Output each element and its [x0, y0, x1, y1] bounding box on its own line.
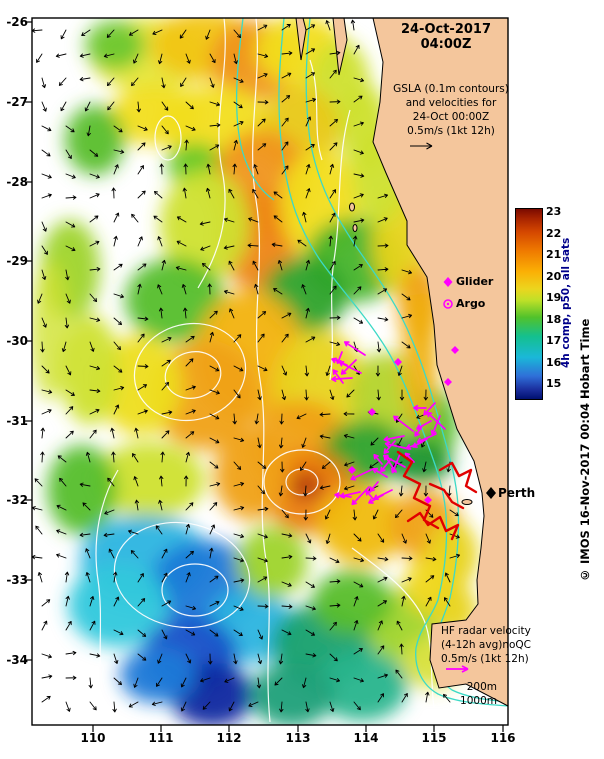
lon-tick-label: 110: [80, 731, 106, 745]
gsla-annotation-line: 24-Oct 00:00Z: [412, 111, 490, 123]
perth-marker-icon: [486, 487, 496, 499]
lat-tick-label: -28: [6, 175, 28, 189]
colorbar-tick-label: 21: [546, 248, 562, 261]
legend-markers: [443, 277, 453, 309]
depth-200m-label: 200m: [466, 681, 497, 693]
colorbar-tick-label: 19: [546, 291, 562, 304]
colorbar-tick-label: 15: [546, 377, 562, 390]
lat-tick-label: -34: [6, 653, 28, 667]
lon-tick-label: 112: [216, 731, 242, 745]
gsla-annotation-line: GSLA (0.1m contours): [393, 83, 509, 95]
argo-marker-icon: [443, 299, 453, 309]
colorbar-axis-label: 4h comp, p50, all sats: [560, 237, 572, 369]
gsla-annotation-line: 0.5m/s (1kt 12h): [407, 125, 495, 137]
depth-1000m-label: 1000m: [460, 695, 497, 707]
lon-tick-label: 113: [285, 731, 311, 745]
colorbar-tick-label: 16: [546, 356, 562, 369]
legend-argo-label: Argo: [456, 297, 486, 310]
glider-tracks: [396, 450, 478, 541]
peron-peninsula: [332, 18, 348, 76]
map-title: 24-Oct-2017 04:00Z: [386, 22, 506, 52]
lat-tick-label: -29: [6, 254, 28, 268]
hf-radar-vectors: [331, 341, 459, 506]
lat-tick-label: -31: [6, 414, 28, 428]
mainland-coast: [372, 18, 508, 707]
hf-radar-annotation-line: (4-12h avg)noQC: [441, 639, 532, 651]
hf-radar-annotation: HF radar velocity (4-12h avg)noQC 0.5m/s…: [441, 624, 571, 666]
gsla-annotation: GSLA (0.1m contours) and velocities for …: [392, 82, 510, 138]
legend-glider-label: Glider: [456, 275, 494, 288]
lat-tick-label: -32: [6, 493, 28, 507]
colorbar-tick-label: 18: [546, 313, 562, 326]
gsla-scale-arrow-icon: [410, 142, 433, 150]
colorbar: [515, 208, 543, 400]
colorbar-tick-label: 20: [546, 270, 562, 283]
argo-marker-dot-icon: [446, 302, 450, 306]
colorbar-tick-label: 22: [546, 227, 562, 240]
title-date: 24-Oct-2017: [400, 22, 492, 37]
hf-radar-annotation-line: 0.5m/s (1kt 12h): [441, 653, 529, 665]
hf-radar-annotation-line: HF radar velocity: [441, 625, 531, 637]
lat-tick-label: -26: [6, 15, 28, 29]
colorbar-tick-label: 23: [546, 205, 562, 218]
lat-tick-label: -27: [6, 95, 28, 109]
axis-ticks: [25, 21, 504, 732]
glider-marker-icon: [443, 277, 453, 287]
lon-tick-label: 114: [353, 731, 379, 745]
imos-credit: © IMOS 16-Nov-2017 00:04 Hobart Time: [578, 318, 592, 582]
rottnest-island: [461, 499, 473, 505]
lat-tick-label: -30: [6, 334, 28, 348]
abrolhos-island: [349, 202, 355, 212]
velocity-arrows: [31, 19, 461, 713]
lat-tick-label: -33: [6, 573, 28, 587]
abrolhos-island: [352, 224, 358, 232]
lon-tick-label: 111: [148, 731, 174, 745]
lon-tick-label: 116: [490, 731, 516, 745]
hf-scale-arrow-icon: [446, 665, 469, 673]
lon-tick-label: 115: [421, 731, 447, 745]
sst-field: [32, 18, 478, 725]
colorbar-tick-label: 17: [546, 334, 562, 347]
perth-label: Perth: [498, 486, 536, 500]
plot-frame: [31, 17, 509, 726]
gsla-contour-lines: [95, 18, 435, 723]
gsla-annotation-line: and velocities for: [405, 97, 497, 109]
title-time: 04:00Z: [420, 37, 472, 52]
